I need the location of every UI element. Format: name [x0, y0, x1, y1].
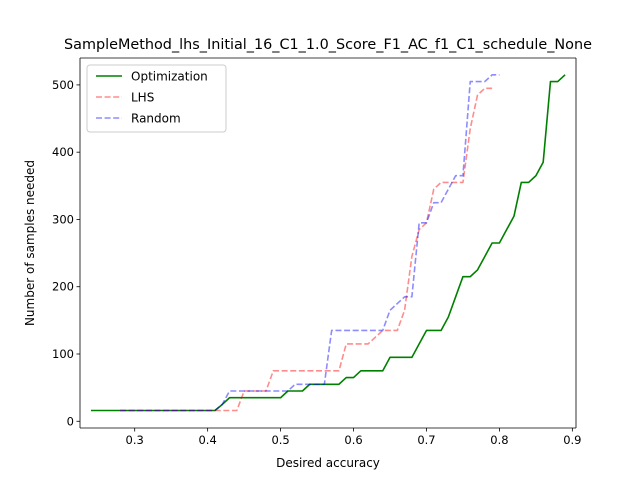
y-tick-label: 400: [52, 145, 74, 159]
y-tick-label: 300: [52, 212, 74, 226]
legend-label-random: Random: [131, 112, 181, 126]
legend-label-lhs: LHS: [131, 91, 154, 105]
y-axis-ticks: 0 100 200 300 400 500: [52, 78, 80, 428]
x-tick-label: 0.7: [417, 433, 435, 447]
legend: Optimization LHS Random: [86, 64, 227, 133]
y-tick-label: 200: [52, 280, 74, 294]
y-tick-label: 0: [67, 414, 74, 428]
x-axis-ticks: 0.3 0.4 0.5 0.6 0.7 0.8 0.9: [126, 428, 582, 447]
x-tick-label: 0.5: [271, 433, 289, 447]
y-axis-label: Number of samples needed: [23, 160, 37, 326]
series-line-optimization: [90, 74, 566, 412]
axes-frame: [79, 57, 577, 429]
x-tick-label: 0.4: [198, 433, 216, 447]
y-tick-label: 500: [52, 78, 74, 92]
series-layer: [90, 74, 566, 412]
x-tick-label: 0.3: [126, 433, 144, 447]
series-line-random: [120, 74, 500, 412]
legend-label-optimization: Optimization: [131, 70, 208, 84]
x-tick-label: 0.9: [563, 433, 581, 447]
x-tick-label: 0.6: [344, 433, 362, 447]
series-line-lhs: [120, 87, 493, 412]
chart-title: SampleMethod_lhs_Initial_16_C1_1.0_Score…: [64, 37, 592, 53]
y-tick-label: 100: [52, 347, 74, 361]
legend-frame: [86, 64, 227, 133]
x-axis-label: Desired accuracy: [276, 456, 380, 470]
x-tick-label: 0.8: [490, 433, 508, 447]
